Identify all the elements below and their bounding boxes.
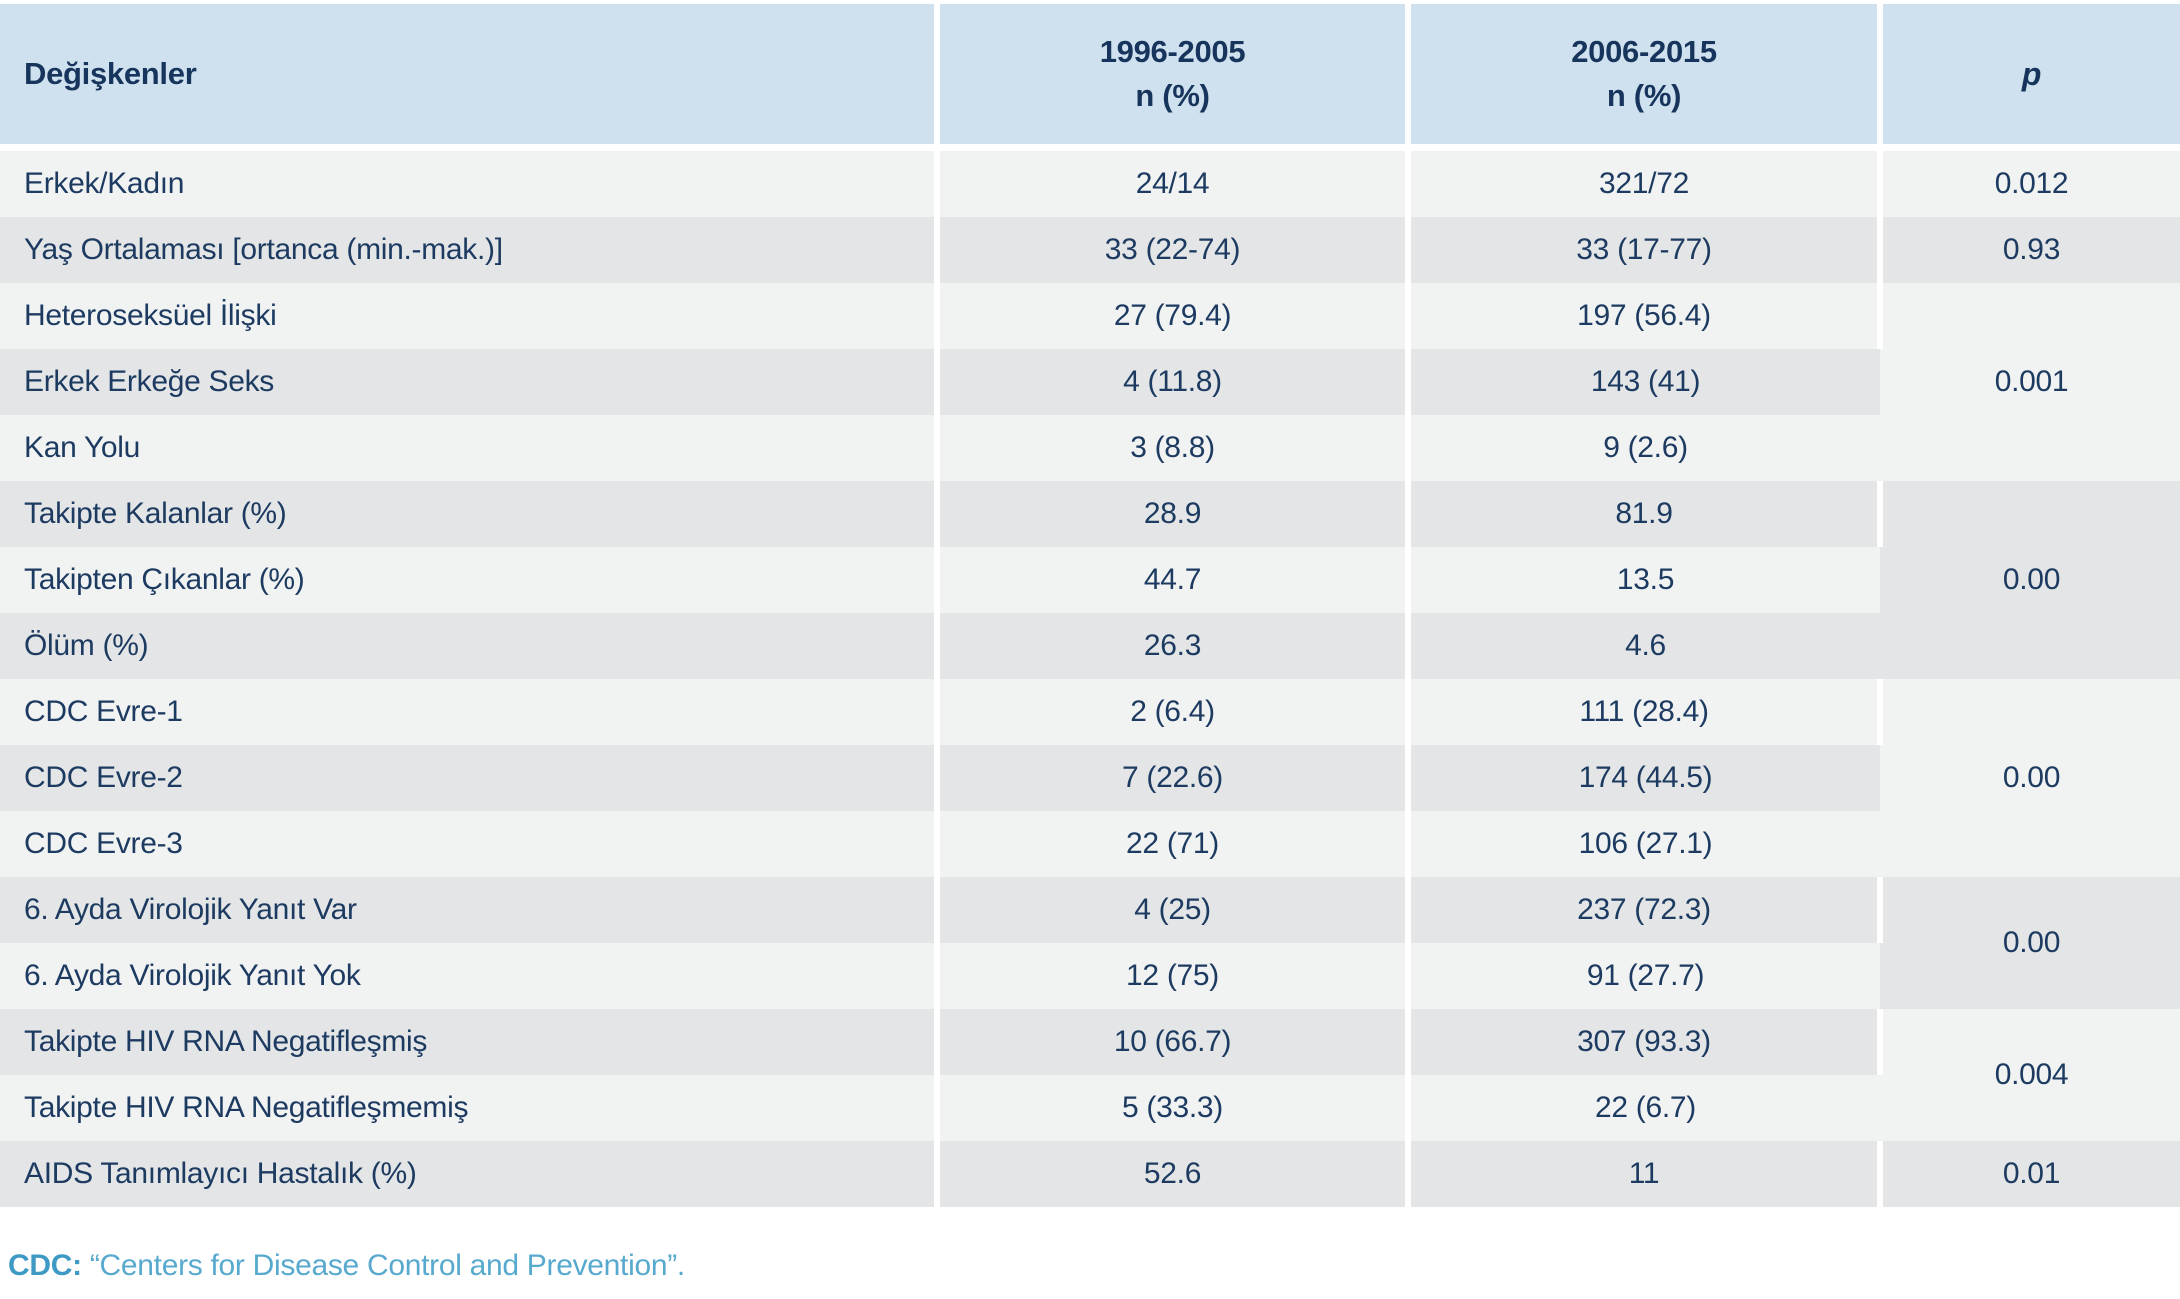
value-1996-2005: 52.6 xyxy=(937,1141,1411,1207)
value-2006-2015: 111 (28.4) xyxy=(1408,679,1883,745)
row-label: Takipten Çıkanlar (%) xyxy=(0,547,940,613)
table-row: Takipte HIV RNA Negatifleşmiş 10 (66.7) … xyxy=(0,1009,2180,1141)
row-label: AIDS Tanımlayıcı Hastalık (%) xyxy=(0,1141,940,1207)
header-period-1996-2005: 1996-2005 n (%) xyxy=(937,4,1411,151)
value-2006-2015: 197 (56.4) xyxy=(1408,283,1883,349)
row-label: Takipte Kalanlar (%) xyxy=(0,481,940,547)
value-2006-2015: 321/72 xyxy=(1408,147,1883,217)
header-row: Değişkenler 1996-2005 n (%) 2006-2015 n … xyxy=(0,4,2180,151)
footnote-definition: “Centers for Disease Control and Prevent… xyxy=(81,1249,685,1282)
header-variables: Değişkenler xyxy=(0,4,940,151)
value-1996-2005: 28.9 xyxy=(937,481,1411,547)
row-label: Erkek/Kadın xyxy=(0,147,940,217)
p-value-cell: 0.001 xyxy=(1880,283,2180,481)
footnote: CDC: “Centers for Disease Control and Pr… xyxy=(8,1249,2180,1283)
value-1996-2005: 33 (22-74) xyxy=(937,217,1411,283)
table-row: Heteroseksüel İlişki 27 (79.4) 197 (56.4… xyxy=(0,283,2180,481)
value-2006-2015: 174 (44.5) xyxy=(1408,745,1880,811)
value-2006-2015: 106 (27.1) xyxy=(1408,811,1880,877)
header-period-2006-2015: 2006-2015 n (%) xyxy=(1408,4,1883,151)
p-value-cell: 0.012 xyxy=(1880,147,2180,217)
value-2006-2015: 9 (2.6) xyxy=(1408,415,1880,481)
table-row: Kan Yolu 3 (8.8) 9 (2.6) xyxy=(0,415,2180,481)
table-row: AIDS Tanımlayıcı Hastalık (%) 52.6 11 0.… xyxy=(0,1141,2180,1207)
p-value-cell: 0.004 xyxy=(1880,1009,2180,1141)
value-1996-2005: 44.7 xyxy=(937,547,1411,613)
value-2006-2015: 13.5 xyxy=(1408,547,1880,613)
row-label: 6. Ayda Virolojik Yanıt Yok xyxy=(0,943,940,1009)
page: Değişkenler 1996-2005 n (%) 2006-2015 n … xyxy=(0,4,2180,1283)
row-label: Takipte HIV RNA Negatifleşmiş xyxy=(0,1009,940,1075)
header-period2-years: 2006-2015 xyxy=(1571,34,1717,69)
value-2006-2015: 22 (6.7) xyxy=(1408,1075,1880,1141)
table-row: Takipte HIV RNA Negatifleşmemiş 5 (33.3)… xyxy=(0,1075,2180,1141)
value-2006-2015: 81.9 xyxy=(1408,481,1883,547)
header-period1-n-pct: n (%) xyxy=(1135,78,1210,113)
row-label: Kan Yolu xyxy=(0,415,940,481)
comparison-table: Değişkenler 1996-2005 n (%) 2006-2015 n … xyxy=(0,4,2180,1207)
table-row: Yaş Ortalaması [ortanca (min.-mak.)] 33 … xyxy=(0,217,2180,283)
value-2006-2015: 91 (27.7) xyxy=(1408,943,1880,1009)
value-1996-2005: 3 (8.8) xyxy=(937,415,1411,481)
value-1996-2005: 7 (22.6) xyxy=(937,745,1411,811)
table-row: 6. Ayda Virolojik Yanıt Var 4 (25) 237 (… xyxy=(0,877,2180,1009)
value-1996-2005: 24/14 xyxy=(937,147,1411,217)
p-value-cell: 0.01 xyxy=(1880,1141,2180,1207)
value-1996-2005: 4 (11.8) xyxy=(937,349,1411,415)
table-row: CDC Evre-2 7 (22.6) 174 (44.5) xyxy=(0,745,2180,811)
p-value-cell: 0.00 xyxy=(1880,679,2180,877)
value-1996-2005: 4 (25) xyxy=(937,877,1411,943)
value-1996-2005: 5 (33.3) xyxy=(937,1075,1411,1141)
p-value-cell: 0.00 xyxy=(1880,877,2180,1009)
row-label: CDC Evre-2 xyxy=(0,745,940,811)
table-row: Erkek Erkeğe Seks 4 (11.8) 143 (41) xyxy=(0,349,2180,415)
value-2006-2015: 11 xyxy=(1408,1141,1883,1207)
table-row: Ölüm (%) 26.3 4.6 xyxy=(0,613,2180,679)
table-row: Takipten Çıkanlar (%) 44.7 13.5 xyxy=(0,547,2180,613)
value-2006-2015: 143 (41) xyxy=(1408,349,1880,415)
table-row: 6. Ayda Virolojik Yanıt Yok 12 (75) 91 (… xyxy=(0,943,2180,1009)
value-1996-2005: 22 (71) xyxy=(937,811,1411,877)
p-value-cell: 0.93 xyxy=(1880,217,2180,283)
value-2006-2015: 4.6 xyxy=(1408,613,1880,679)
row-label: Takipte HIV RNA Negatifleşmemiş xyxy=(0,1075,940,1141)
row-label: CDC Evre-1 xyxy=(0,679,940,745)
table-body: Erkek/Kadın 24/14 321/72 0.012 Yaş Ortal… xyxy=(0,147,2180,1207)
row-label: Ölüm (%) xyxy=(0,613,940,679)
p-value-cell: 0.00 xyxy=(1880,481,2180,679)
value-2006-2015: 307 (93.3) xyxy=(1408,1009,1883,1075)
table-header: Değişkenler 1996-2005 n (%) 2006-2015 n … xyxy=(0,4,2180,151)
footnote-abbreviation: CDC: xyxy=(8,1249,82,1282)
row-label: Erkek Erkeğe Seks xyxy=(0,349,940,415)
row-label: CDC Evre-3 xyxy=(0,811,940,877)
table-row: Takipte Kalanlar (%) 28.9 81.9 0.00 xyxy=(0,481,2180,679)
header-period2-n-pct: n (%) xyxy=(1606,78,1682,113)
row-label: Heteroseksüel İlişki xyxy=(0,283,940,349)
value-1996-2005: 2 (6.4) xyxy=(937,679,1411,745)
value-1996-2005: 10 (66.7) xyxy=(937,1009,1411,1075)
table-row: CDC Evre-1 2 (6.4) 111 (28.4) 0.00 xyxy=(0,679,2180,877)
table-row: CDC Evre-3 22 (71) 106 (27.1) xyxy=(0,811,2180,877)
row-label: Yaş Ortalaması [ortanca (min.-mak.)] xyxy=(0,217,940,283)
value-2006-2015: 33 (17-77) xyxy=(1408,217,1883,283)
value-2006-2015: 237 (72.3) xyxy=(1408,877,1883,943)
value-1996-2005: 12 (75) xyxy=(937,943,1411,1009)
table-row: Erkek/Kadın 24/14 321/72 0.012 xyxy=(0,147,2180,217)
row-label: 6. Ayda Virolojik Yanıt Var xyxy=(0,877,940,943)
header-p-value: p xyxy=(1880,4,2180,151)
value-1996-2005: 27 (79.4) xyxy=(937,283,1411,349)
value-1996-2005: 26.3 xyxy=(937,613,1411,679)
header-period1-years: 1996-2005 xyxy=(1099,34,1246,69)
